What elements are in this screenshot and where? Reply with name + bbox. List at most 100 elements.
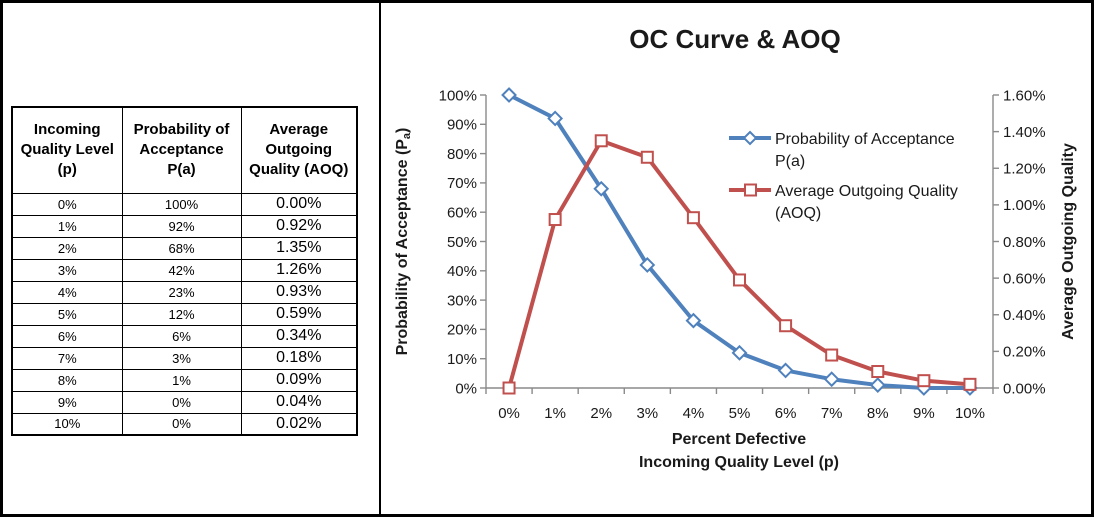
table-row: 10% 0% 0.02% xyxy=(11,412,358,436)
x-axis-title-line2: Incoming Quality Level (p) xyxy=(639,454,839,471)
left-axis-tick-label: 40% xyxy=(447,263,477,280)
table-row: 3% 42% 1.26% xyxy=(11,258,358,282)
square-marker xyxy=(917,374,931,388)
col-header-probability-acceptance: Probability of Acceptance P(a) xyxy=(121,106,242,194)
x-axis-tick-label: 9% xyxy=(913,405,935,422)
square-marker xyxy=(502,381,516,395)
right-axis-tick-label: 0.80% xyxy=(1003,234,1046,251)
square-marker xyxy=(594,134,608,148)
right-axis-tick-label: 1.60% xyxy=(1003,87,1046,104)
table-cell: 12% xyxy=(121,302,242,326)
table-row: 5% 12% 0.59% xyxy=(11,302,358,326)
diamond-marker xyxy=(547,110,564,127)
legend-label-line1: Probability of Acceptance xyxy=(775,131,955,148)
right-axis-tick-label: 0.60% xyxy=(1003,270,1046,287)
table-cell: 7% xyxy=(11,346,123,370)
square-marker xyxy=(963,377,977,391)
right-axis-tick-label: 0.40% xyxy=(1003,307,1046,324)
table-cell: 0.59% xyxy=(240,302,358,326)
table-cell: 1% xyxy=(121,368,242,392)
panel-divider xyxy=(379,3,381,514)
square-marker xyxy=(871,365,885,379)
table-cell: 9% xyxy=(11,390,123,414)
table-row: 1% 92% 0.92% xyxy=(11,214,358,238)
table-cell: 1.35% xyxy=(240,236,358,260)
table-cell: 0.02% xyxy=(240,412,358,436)
table-cell: 0.04% xyxy=(240,390,358,414)
table-cell: 3% xyxy=(121,346,242,370)
table-cell: 68% xyxy=(121,236,242,260)
legend-item-probability-acceptance: Probability of Acceptance P(a) xyxy=(729,130,955,170)
x-axis-tick-label: 0% xyxy=(498,405,520,422)
legend-label-line2: P(a) xyxy=(775,153,805,170)
table-cell: 6% xyxy=(11,324,123,348)
table-cell: 0.18% xyxy=(240,346,358,370)
table-row: 9% 0% 0.04% xyxy=(11,390,358,414)
x-axis-tick-label: 2% xyxy=(590,405,612,422)
legend-item-aoq: Average Outgoing Quality (AOQ) xyxy=(729,183,958,222)
square-marker xyxy=(733,273,746,287)
table-cell: 0.92% xyxy=(240,214,358,238)
table-cell: 23% xyxy=(121,280,242,304)
table-cell: 0.34% xyxy=(240,324,358,348)
left-axis-tick-label: 30% xyxy=(447,292,477,309)
left-axis-tick-label: 70% xyxy=(447,175,477,192)
diamond-marker xyxy=(593,180,610,197)
table-cell: 3% xyxy=(11,258,123,282)
square-marker xyxy=(779,319,793,333)
table-cell: 0.09% xyxy=(240,368,358,392)
diamond-marker xyxy=(731,344,748,361)
oc-curve-aoq-chart: OC Curve & AOQ 100% 90% 80% 70% 60% 50% 40% 30% 2… xyxy=(394,24,1077,471)
diamond-marker xyxy=(501,87,517,103)
table-cell: 0% xyxy=(11,192,123,216)
left-axis-tick-label: 20% xyxy=(447,322,477,339)
legend-square-marker xyxy=(744,183,757,197)
diamond-marker xyxy=(639,257,656,273)
table-cell: 42% xyxy=(121,258,242,282)
x-axis-title-line1: Percent Defective xyxy=(672,431,806,448)
right-axis-title: Average Outgoing Quality xyxy=(1060,143,1077,340)
x-axis-tick-label: 10% xyxy=(955,405,985,422)
table-cell: 0% xyxy=(121,390,242,414)
table-cell: 0% xyxy=(121,412,242,436)
table-row: 0% 100% 0.00% xyxy=(11,192,358,216)
table-row: 4% 23% 0.93% xyxy=(11,280,358,304)
diamond-marker xyxy=(823,371,840,388)
col-header-average-outgoing-quality: Average Outgoing Quality (AOQ) xyxy=(240,106,358,194)
table-cell: 8% xyxy=(11,368,123,392)
left-axis-tick-label: 0% xyxy=(455,380,477,397)
table-cell: 5% xyxy=(11,302,123,326)
right-axis-tick-label: 1.20% xyxy=(1003,161,1046,178)
table-row: 8% 1% 0.09% xyxy=(11,368,358,392)
right-axis-tick-label: 1.40% xyxy=(1003,124,1046,141)
table-cell: 4% xyxy=(11,280,123,304)
square-marker xyxy=(686,211,700,225)
x-axis-tick-label: 1% xyxy=(544,405,566,422)
diamond-marker xyxy=(685,312,702,329)
diamond-marker xyxy=(869,377,886,393)
x-axis-tick-label: 8% xyxy=(867,405,889,422)
legend-diamond-marker xyxy=(742,130,758,146)
table-cell: 0.00% xyxy=(240,192,358,216)
table-cell: 0.93% xyxy=(240,280,358,304)
table-header-row: Incoming Quality Level (p) Probability o… xyxy=(11,106,358,194)
table-cell: 6% xyxy=(121,324,242,348)
right-axis-tick-label: 0.20% xyxy=(1003,344,1046,361)
table-cell: 100% xyxy=(121,192,242,216)
table-row: 2% 68% 1.35% xyxy=(11,236,358,260)
table-cell: 2% xyxy=(11,236,123,260)
left-axis-tick-label: 80% xyxy=(447,146,477,163)
x-axis-tick-label: 6% xyxy=(775,405,797,422)
left-axis-tick-label: 10% xyxy=(447,351,477,368)
right-axis-tick-label: 1.00% xyxy=(1003,197,1046,214)
legend-label-line1: Average Outgoing Quality xyxy=(775,183,958,200)
left-axis-tick-label: 90% xyxy=(447,117,477,134)
table-row: 6% 6% 0.34% xyxy=(11,324,358,348)
x-axis-tick-label: 7% xyxy=(821,405,843,422)
quality-data-table: Incoming Quality Level (p) Probability o… xyxy=(11,106,358,436)
x-axis-tick-label: 4% xyxy=(683,405,705,422)
square-marker xyxy=(825,348,839,362)
x-axis-tick-label: 3% xyxy=(636,405,658,422)
diamond-marker xyxy=(777,362,794,379)
